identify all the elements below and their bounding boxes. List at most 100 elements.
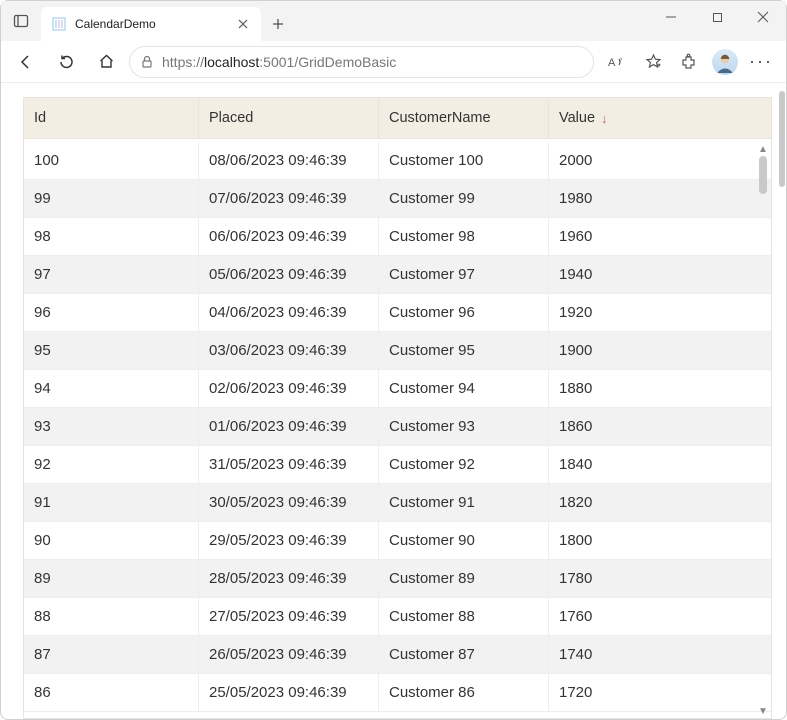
cell-customer: Customer 88 [379,598,549,635]
cell-id: 92 [24,446,199,483]
cell-id: 94 [24,370,199,407]
table-row[interactable]: 8726/05/2023 09:46:39Customer 871740 [24,636,771,674]
table-row[interactable]: 8625/05/2023 09:46:39Customer 861720 [24,674,771,712]
table-row[interactable]: 9806/06/2023 09:46:39Customer 981960 [24,218,771,256]
more-menu-button[interactable]: ··· [744,45,778,79]
column-header-placed[interactable]: Placed [199,98,379,138]
column-header-id[interactable]: Id [24,98,199,138]
cell-placed: 04/06/2023 09:46:39 [199,294,379,331]
table-row[interactable]: 9130/05/2023 09:46:39Customer 911820 [24,484,771,522]
cell-customer: Customer 98 [379,218,549,255]
grid-rows: 10008/06/2023 09:46:39Customer 100200099… [24,142,771,712]
table-row[interactable]: 9402/06/2023 09:46:39Customer 941880 [24,370,771,408]
cell-id: 99 [24,180,199,217]
cell-placed: 05/06/2023 09:46:39 [199,256,379,293]
minimize-button[interactable] [648,1,694,33]
close-window-button[interactable] [740,1,786,33]
scroll-down-icon[interactable]: ▼ [757,704,769,718]
refresh-button[interactable] [49,45,83,79]
cell-value: 1960 [549,218,771,255]
cell-placed: 03/06/2023 09:46:39 [199,332,379,369]
browser-tab[interactable]: CalendarDemo [41,7,261,41]
scroll-up-icon[interactable]: ▲ [757,142,769,156]
table-row[interactable]: 9907/06/2023 09:46:39Customer 991980 [24,180,771,218]
cell-value: 1860 [549,408,771,445]
cell-id: 89 [24,560,199,597]
cell-value: 2000 [549,142,771,179]
cell-value: 1740 [549,636,771,673]
table-row[interactable]: 8827/05/2023 09:46:39Customer 881760 [24,598,771,636]
tab-close-button[interactable] [235,16,251,32]
cell-placed: 30/05/2023 09:46:39 [199,484,379,521]
table-row[interactable]: 8928/05/2023 09:46:39Customer 891780 [24,560,771,598]
read-aloud-button[interactable]: A› [600,45,634,79]
cell-id: 100 [24,142,199,179]
grid-vertical-scrollbar[interactable]: ▲ ▼ [757,142,769,718]
cell-value: 1900 [549,332,771,369]
scroll-track[interactable] [759,156,767,704]
maximize-button[interactable] [694,1,740,33]
url-host: localhost [204,54,259,70]
table-row[interactable]: 9503/06/2023 09:46:39Customer 951900 [24,332,771,370]
svg-text:›: › [620,56,623,63]
url-field[interactable]: https://localhost:5001/GridDemoBasic [129,46,594,78]
profile-button[interactable] [708,45,742,79]
table-row[interactable]: 9604/06/2023 09:46:39Customer 961920 [24,294,771,332]
favorites-button[interactable] [636,45,670,79]
cell-placed: 26/05/2023 09:46:39 [199,636,379,673]
scroll-thumb[interactable] [759,156,767,194]
cell-value: 1840 [549,446,771,483]
cell-id: 96 [24,294,199,331]
home-button[interactable] [89,45,123,79]
back-button[interactable] [9,45,43,79]
toolbar-right: A› ··· [600,45,778,79]
cell-customer: Customer 91 [379,484,549,521]
sort-desc-icon: ↓ [601,111,608,126]
cell-customer: Customer 90 [379,522,549,559]
grid-header-row: Id Placed CustomerName Value ↓ [24,98,771,139]
cell-placed: 07/06/2023 09:46:39 [199,180,379,217]
lock-icon [140,55,154,69]
cell-value: 1720 [549,674,771,711]
extensions-button[interactable] [672,45,706,79]
cell-value: 1880 [549,370,771,407]
table-row[interactable]: 10008/06/2023 09:46:39Customer 1002000 [24,142,771,180]
cell-customer: Customer 86 [379,674,549,711]
favicon-icon [51,16,67,32]
tab-title: CalendarDemo [75,17,227,31]
column-label: Id [34,110,46,126]
dots-icon: ··· [749,51,773,72]
cell-value: 1920 [549,294,771,331]
tab-actions-button[interactable] [1,1,41,41]
cell-customer: Customer 92 [379,446,549,483]
cell-placed: 27/05/2023 09:46:39 [199,598,379,635]
avatar-icon [712,49,738,75]
cell-customer: Customer 100 [379,142,549,179]
url-prefix: https:// [162,54,204,70]
table-row[interactable]: 9029/05/2023 09:46:39Customer 901800 [24,522,771,560]
browser-scroll-thumb[interactable] [779,91,785,187]
url-text: https://localhost:5001/GridDemoBasic [162,54,396,70]
cell-id: 86 [24,674,199,711]
cell-value: 1760 [549,598,771,635]
cell-id: 95 [24,332,199,369]
cell-value: 1980 [549,180,771,217]
table-row[interactable]: 9705/06/2023 09:46:39Customer 971940 [24,256,771,294]
table-row[interactable]: 9301/06/2023 09:46:39Customer 931860 [24,408,771,446]
column-header-customer[interactable]: CustomerName [379,98,549,138]
new-tab-button[interactable] [261,7,295,41]
column-label: Placed [209,110,253,126]
cell-customer: Customer 93 [379,408,549,445]
cell-placed: 02/06/2023 09:46:39 [199,370,379,407]
cell-customer: Customer 94 [379,370,549,407]
cell-placed: 29/05/2023 09:46:39 [199,522,379,559]
page-content: Id Placed CustomerName Value ↓ 10008/06/… [1,83,786,719]
cell-placed: 28/05/2023 09:46:39 [199,560,379,597]
cell-placed: 31/05/2023 09:46:39 [199,446,379,483]
cell-customer: Customer 87 [379,636,549,673]
table-row[interactable]: 9231/05/2023 09:46:39Customer 921840 [24,446,771,484]
column-header-value[interactable]: Value ↓ [549,98,771,138]
cell-placed: 08/06/2023 09:46:39 [199,142,379,179]
cell-id: 98 [24,218,199,255]
cell-id: 93 [24,408,199,445]
